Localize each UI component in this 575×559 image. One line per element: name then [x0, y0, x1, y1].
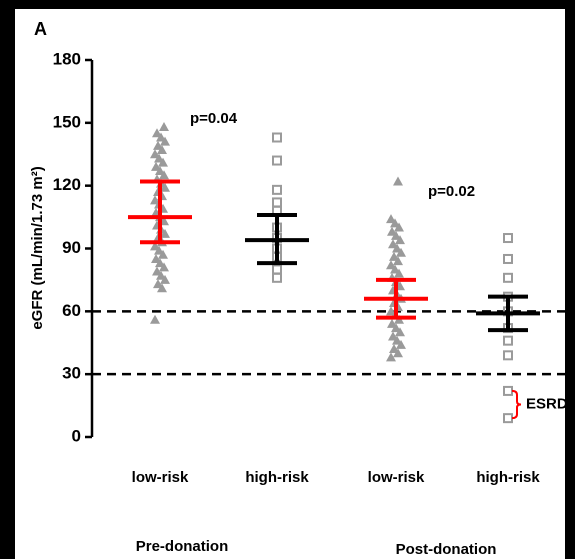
group-label: Post-donation	[396, 541, 497, 558]
data-point	[159, 122, 169, 132]
data-point	[389, 344, 399, 354]
y-axis-label: eGFR (mL/min/1.73 m²)	[29, 166, 46, 329]
data-point	[150, 195, 160, 205]
p-value: p=0.02	[428, 183, 475, 200]
data-point	[150, 149, 160, 159]
data-point	[272, 155, 282, 166]
data-point	[153, 279, 163, 289]
data-point	[387, 318, 397, 328]
data-point	[503, 350, 513, 361]
data-point	[152, 266, 162, 276]
x-tick-label: low-risk	[132, 469, 189, 486]
x-tick-label: low-risk	[368, 469, 425, 486]
data-point	[503, 335, 513, 346]
y-tick-label: 90	[62, 238, 81, 257]
data-point	[503, 233, 513, 244]
data-point	[151, 161, 161, 171]
data-point	[386, 260, 396, 270]
data-point	[386, 352, 396, 362]
data-point	[272, 272, 282, 283]
esrd-brace	[511, 389, 522, 420]
data-point	[387, 226, 397, 236]
panel-background	[15, 9, 565, 559]
p-value: p=0.04	[190, 110, 238, 127]
data-point	[150, 241, 160, 251]
y-tick-label: 180	[53, 49, 81, 68]
right-border	[565, 0, 575, 559]
data-point	[272, 184, 282, 195]
data-point	[503, 253, 513, 264]
y-tick-label: 120	[53, 175, 81, 194]
data-point	[393, 176, 403, 186]
y-tick-label: 60	[62, 301, 81, 320]
esrd-label: ESRD	[526, 396, 568, 413]
data-point	[153, 140, 163, 150]
data-point	[151, 253, 161, 263]
y-tick-label: 30	[62, 364, 81, 383]
data-point	[386, 306, 396, 316]
y-tick-label: 150	[53, 112, 81, 131]
data-point	[152, 128, 162, 138]
panel-label: A	[34, 19, 47, 39]
data-point	[388, 239, 398, 249]
data-point	[503, 272, 513, 283]
x-tick-label: high-risk	[245, 469, 309, 486]
data-point	[388, 331, 398, 341]
y-tick-label: 0	[72, 426, 81, 445]
data-point	[389, 251, 399, 261]
x-tick-label: high-risk	[476, 469, 540, 486]
group-label: Pre-donation	[136, 538, 229, 555]
data-point	[272, 132, 282, 143]
data-point	[386, 214, 396, 224]
data-point	[150, 314, 160, 324]
